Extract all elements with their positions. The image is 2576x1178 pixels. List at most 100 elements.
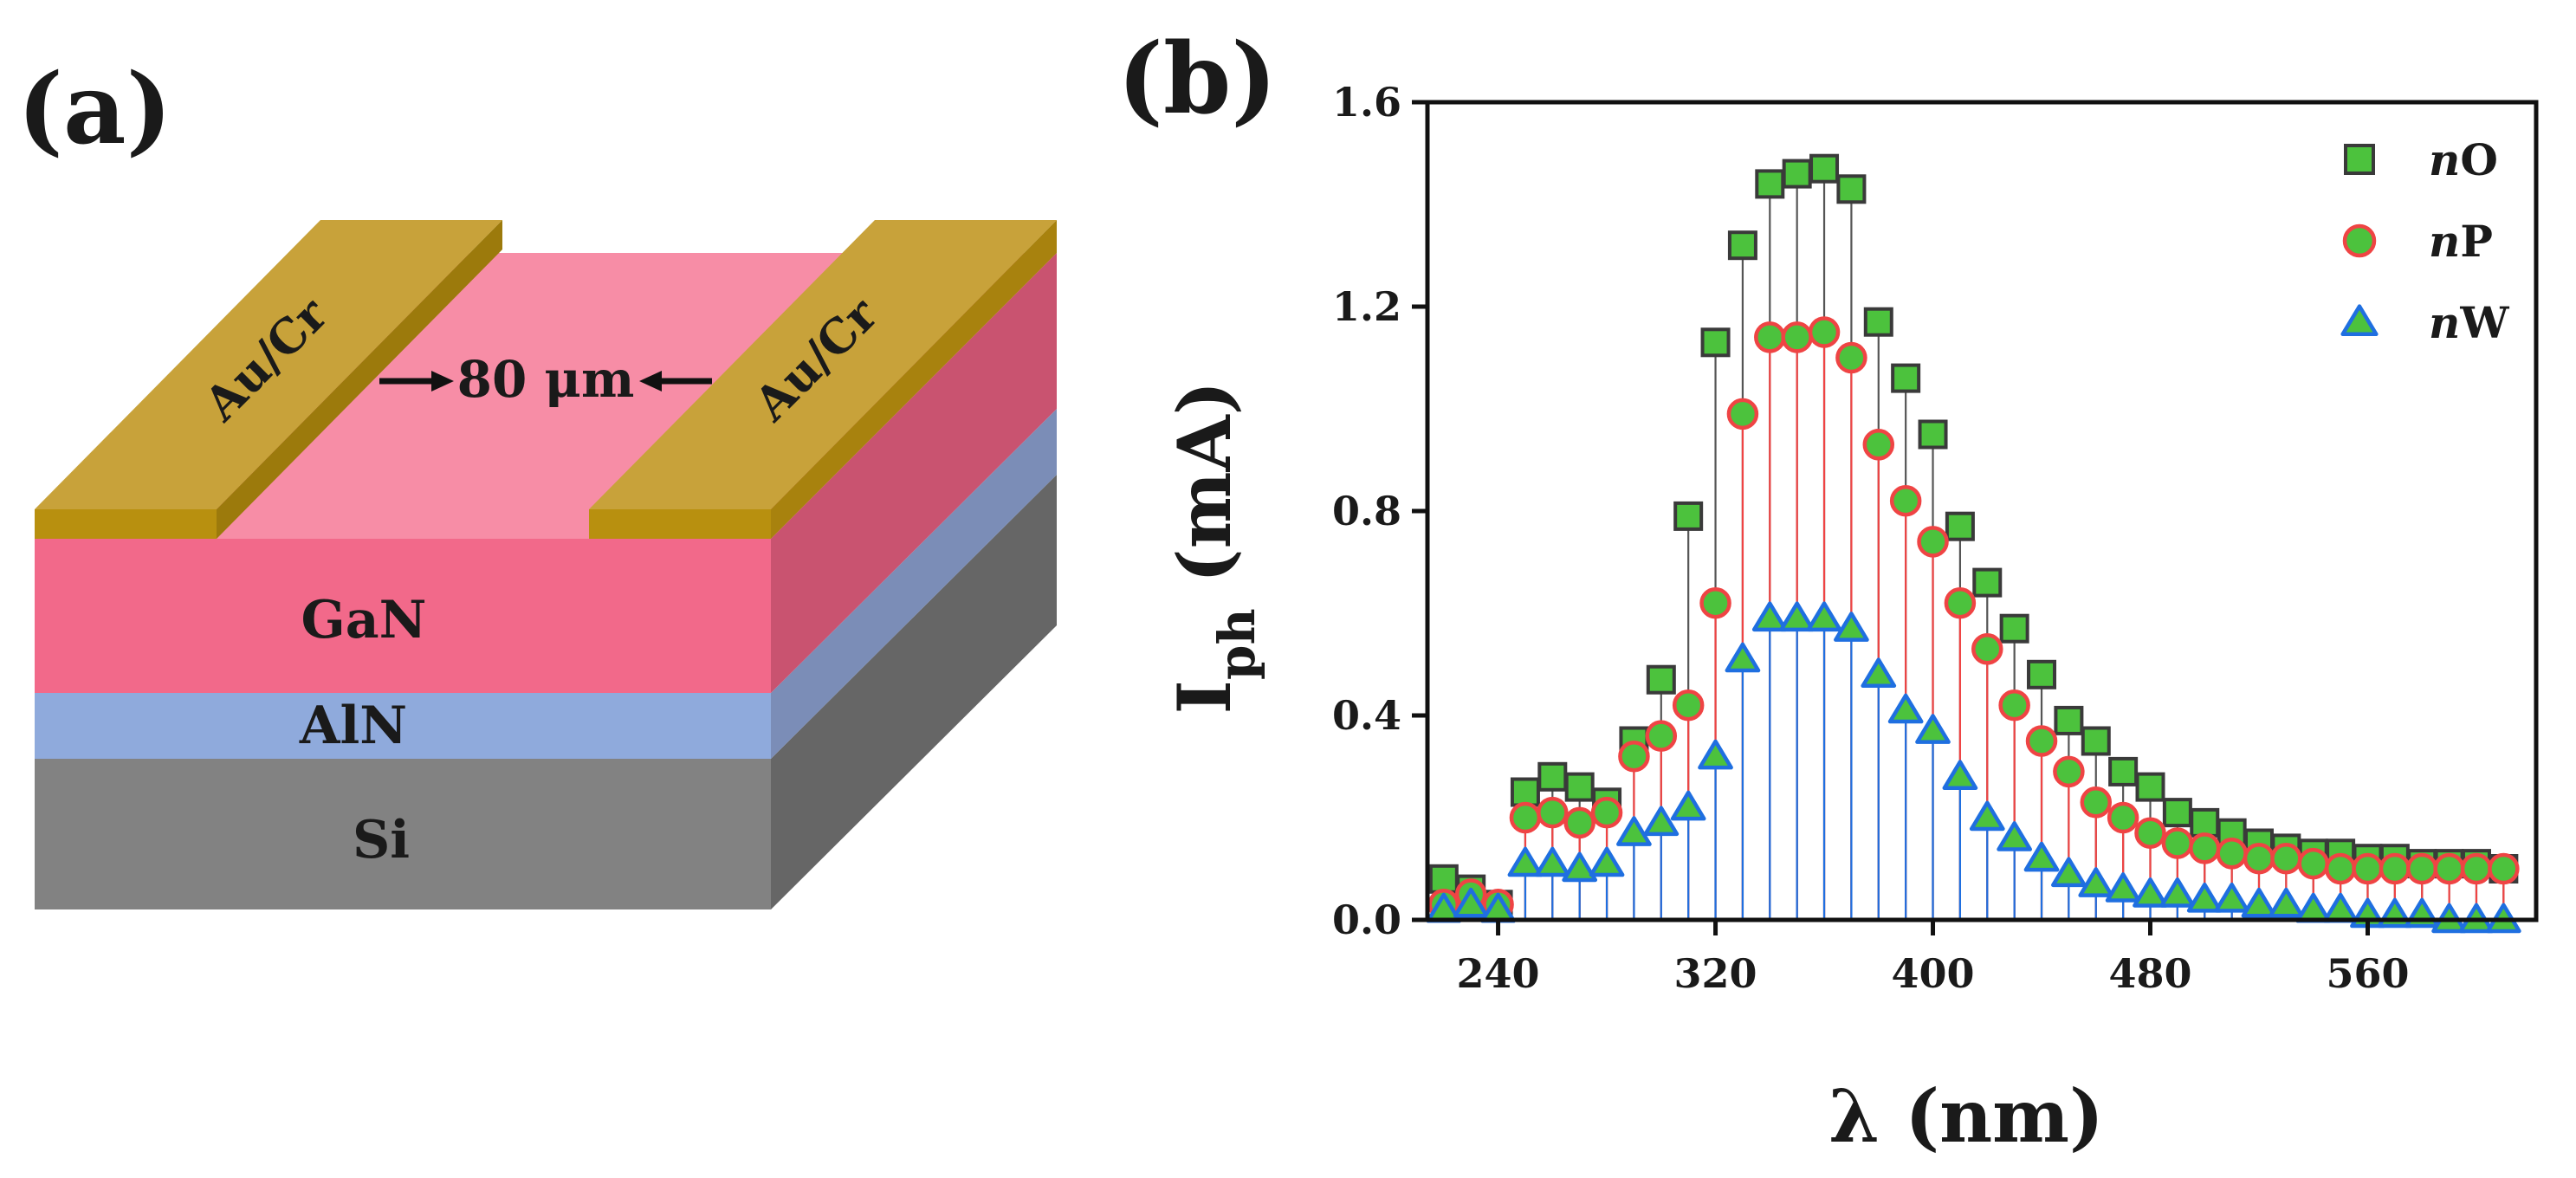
point-nW [2322, 892, 2359, 923]
point-nO [2190, 807, 2220, 838]
point-nW [1806, 601, 1842, 632]
point-nW [2133, 877, 2168, 908]
left-electrode-front [35, 509, 217, 539]
point-nW [1861, 657, 1897, 688]
gan-label: GaN [301, 590, 427, 650]
legend-label-nO: nO [2429, 134, 2498, 185]
point-nP [1944, 586, 1977, 619]
aln-label: AlN [299, 696, 407, 756]
point-nP [1645, 720, 1678, 752]
point-nO [1809, 153, 1840, 184]
point-nW [2295, 892, 2332, 923]
left-electrode-top [35, 220, 502, 509]
y-tick-label: 0.8 [1332, 488, 1401, 534]
point-nP [1862, 429, 1895, 461]
point-nW [2377, 897, 2413, 929]
point-nP [1917, 526, 1949, 558]
left-electrode-side [217, 220, 502, 539]
right-electrode-side [771, 220, 1057, 539]
point-nP [2488, 852, 2520, 885]
point-nW [2404, 897, 2440, 929]
point-nW [1915, 714, 1951, 744]
point-nW [1969, 800, 2005, 832]
point-nP [1590, 796, 1623, 829]
x-tick-label: 320 [1674, 950, 1757, 997]
stems-nP [1442, 332, 2505, 920]
point-nO [1836, 174, 1867, 204]
point-nW [2241, 887, 2277, 918]
point-nW [1643, 806, 1680, 837]
point-nP [2405, 852, 2438, 885]
si-layer-side [771, 475, 1057, 909]
point-nP [1971, 633, 2003, 665]
point-nO [1428, 864, 1459, 894]
point-nW [2078, 867, 2114, 897]
point-nO [1537, 761, 1568, 792]
point-nO [1673, 501, 1704, 531]
point-nP [2352, 852, 2384, 885]
point-nP [2379, 852, 2411, 885]
point-nW [1562, 851, 1598, 883]
x-tick-label: 400 [1892, 950, 1975, 997]
point-nW [2269, 887, 2304, 918]
panel-a-label: (a) [17, 53, 172, 166]
si-layer-front [35, 759, 771, 909]
right-electrode-front [589, 509, 771, 539]
legend-entry-nO: nO [2344, 134, 2498, 185]
point-nP [2433, 852, 2465, 885]
point-nW [1997, 821, 2033, 851]
plot-area: 0.0 0.4 0.8 1.2 1.6 240 320 400 480 560 [1332, 79, 2539, 997]
point-nW [2214, 882, 2249, 913]
point-nO [1972, 567, 2003, 598]
point-nP [1509, 801, 1542, 834]
point-nW [2186, 882, 2223, 913]
point-nP [1889, 484, 1922, 517]
point-nP [2189, 832, 2221, 864]
point-nO [1999, 613, 2029, 644]
panel-b: (b) Iph (mA) λ (nm) 0.0 0.4 0.8 1.2 1.6 240 32… [1117, 23, 2539, 1159]
gan-layer-front [35, 539, 771, 693]
point-nO [1564, 772, 1595, 802]
y-tick-label: 1.6 [1332, 79, 1401, 126]
point-nP [1781, 321, 1813, 353]
aln-layer-front [35, 693, 771, 759]
point-nP [1998, 689, 2030, 722]
point-nW [1534, 846, 1570, 877]
point-nP [1699, 586, 1731, 619]
point-nO [1782, 159, 1812, 189]
point-nW [1698, 739, 1733, 770]
point-nW [1670, 790, 1706, 821]
markers-nP [1427, 316, 2520, 921]
legend: nO nP nW [2340, 134, 2509, 348]
point-nP [1754, 321, 1786, 353]
point-nW [1834, 612, 1869, 642]
point-nP [2270, 842, 2302, 875]
legend-entry-nW: nW [2340, 297, 2509, 348]
point-nO [2054, 705, 2084, 735]
point-nW [2051, 857, 2087, 888]
point-nP [2134, 817, 2166, 849]
gap-label: 80 μm [457, 350, 635, 409]
y-tick-label: 0.4 [1332, 692, 1401, 739]
point-nP [1726, 398, 1759, 430]
point-nP [2460, 852, 2493, 885]
point-nW [1616, 816, 1652, 846]
point-nO [1863, 307, 1893, 337]
point-nP [1835, 341, 1867, 374]
point-nP [1563, 806, 1595, 839]
x-tick-label: 240 [1457, 950, 1540, 997]
point-nW [1779, 601, 1815, 632]
x-tick-label: 560 [2326, 950, 2409, 997]
legend-marker-nP [2342, 223, 2377, 258]
point-nO [1891, 363, 1921, 393]
point-nW [2105, 872, 2141, 903]
point-nW [1725, 642, 1761, 673]
point-nP [1808, 316, 1841, 348]
legend-marker-nW [2340, 304, 2379, 337]
point-nO [1646, 664, 1676, 695]
y-tick-label: 0.0 [1332, 896, 1401, 943]
panel-a: (a) Au/Cr Au/Cr 80 μm GaN AlN [17, 53, 1057, 909]
point-nO [2162, 798, 2192, 828]
point-nO [1918, 419, 1948, 450]
